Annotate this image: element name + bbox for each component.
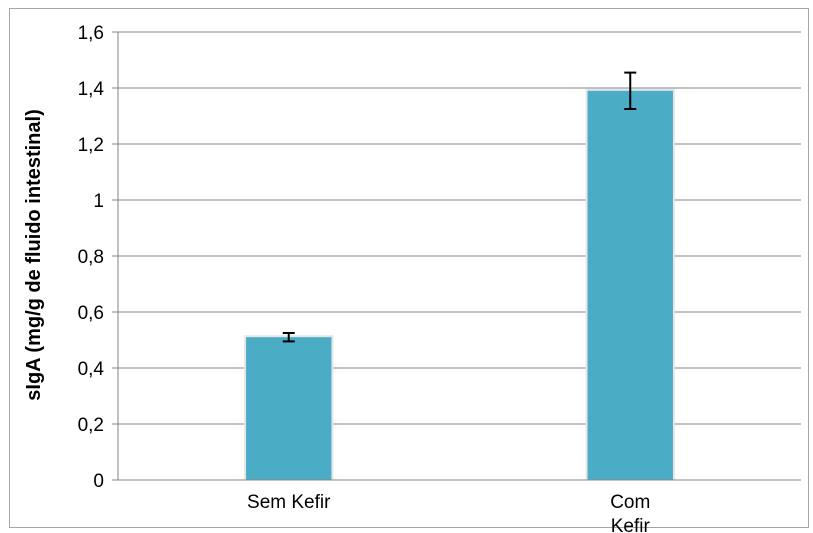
y-axis-label: sIgA (mg/g de fluido intestinal) (23, 109, 45, 400)
y-tick-label: 1,2 (78, 135, 104, 156)
gridlines (118, 31, 801, 425)
chart-frame (9, 8, 809, 528)
error-bars (282, 71, 637, 343)
y-tick-label: 1,6 (78, 23, 104, 44)
y-tick-labels: 0 0,2 0,4 0,6 0,8 1 1,2 1,4 1,6 (78, 23, 105, 492)
y-tick-label: 1 (93, 191, 104, 212)
x-category-label: Sem Kefir (247, 492, 331, 513)
axes (112, 31, 801, 481)
y-tick-label: 0,2 (78, 415, 104, 436)
x-category-label: Com Kefir (610, 492, 650, 533)
y-tick-label: 0 (93, 471, 104, 492)
y-tick-label: 0,8 (78, 247, 104, 268)
y-tick-label: 0,4 (78, 359, 105, 380)
y-tick-label: 1,4 (78, 79, 105, 100)
bar (246, 337, 332, 480)
x-category-labels: Sem Kefir Com Kefir (247, 492, 650, 533)
y-tick-label: 0,6 (78, 303, 104, 324)
bar (587, 90, 673, 481)
bars (244, 88, 675, 481)
